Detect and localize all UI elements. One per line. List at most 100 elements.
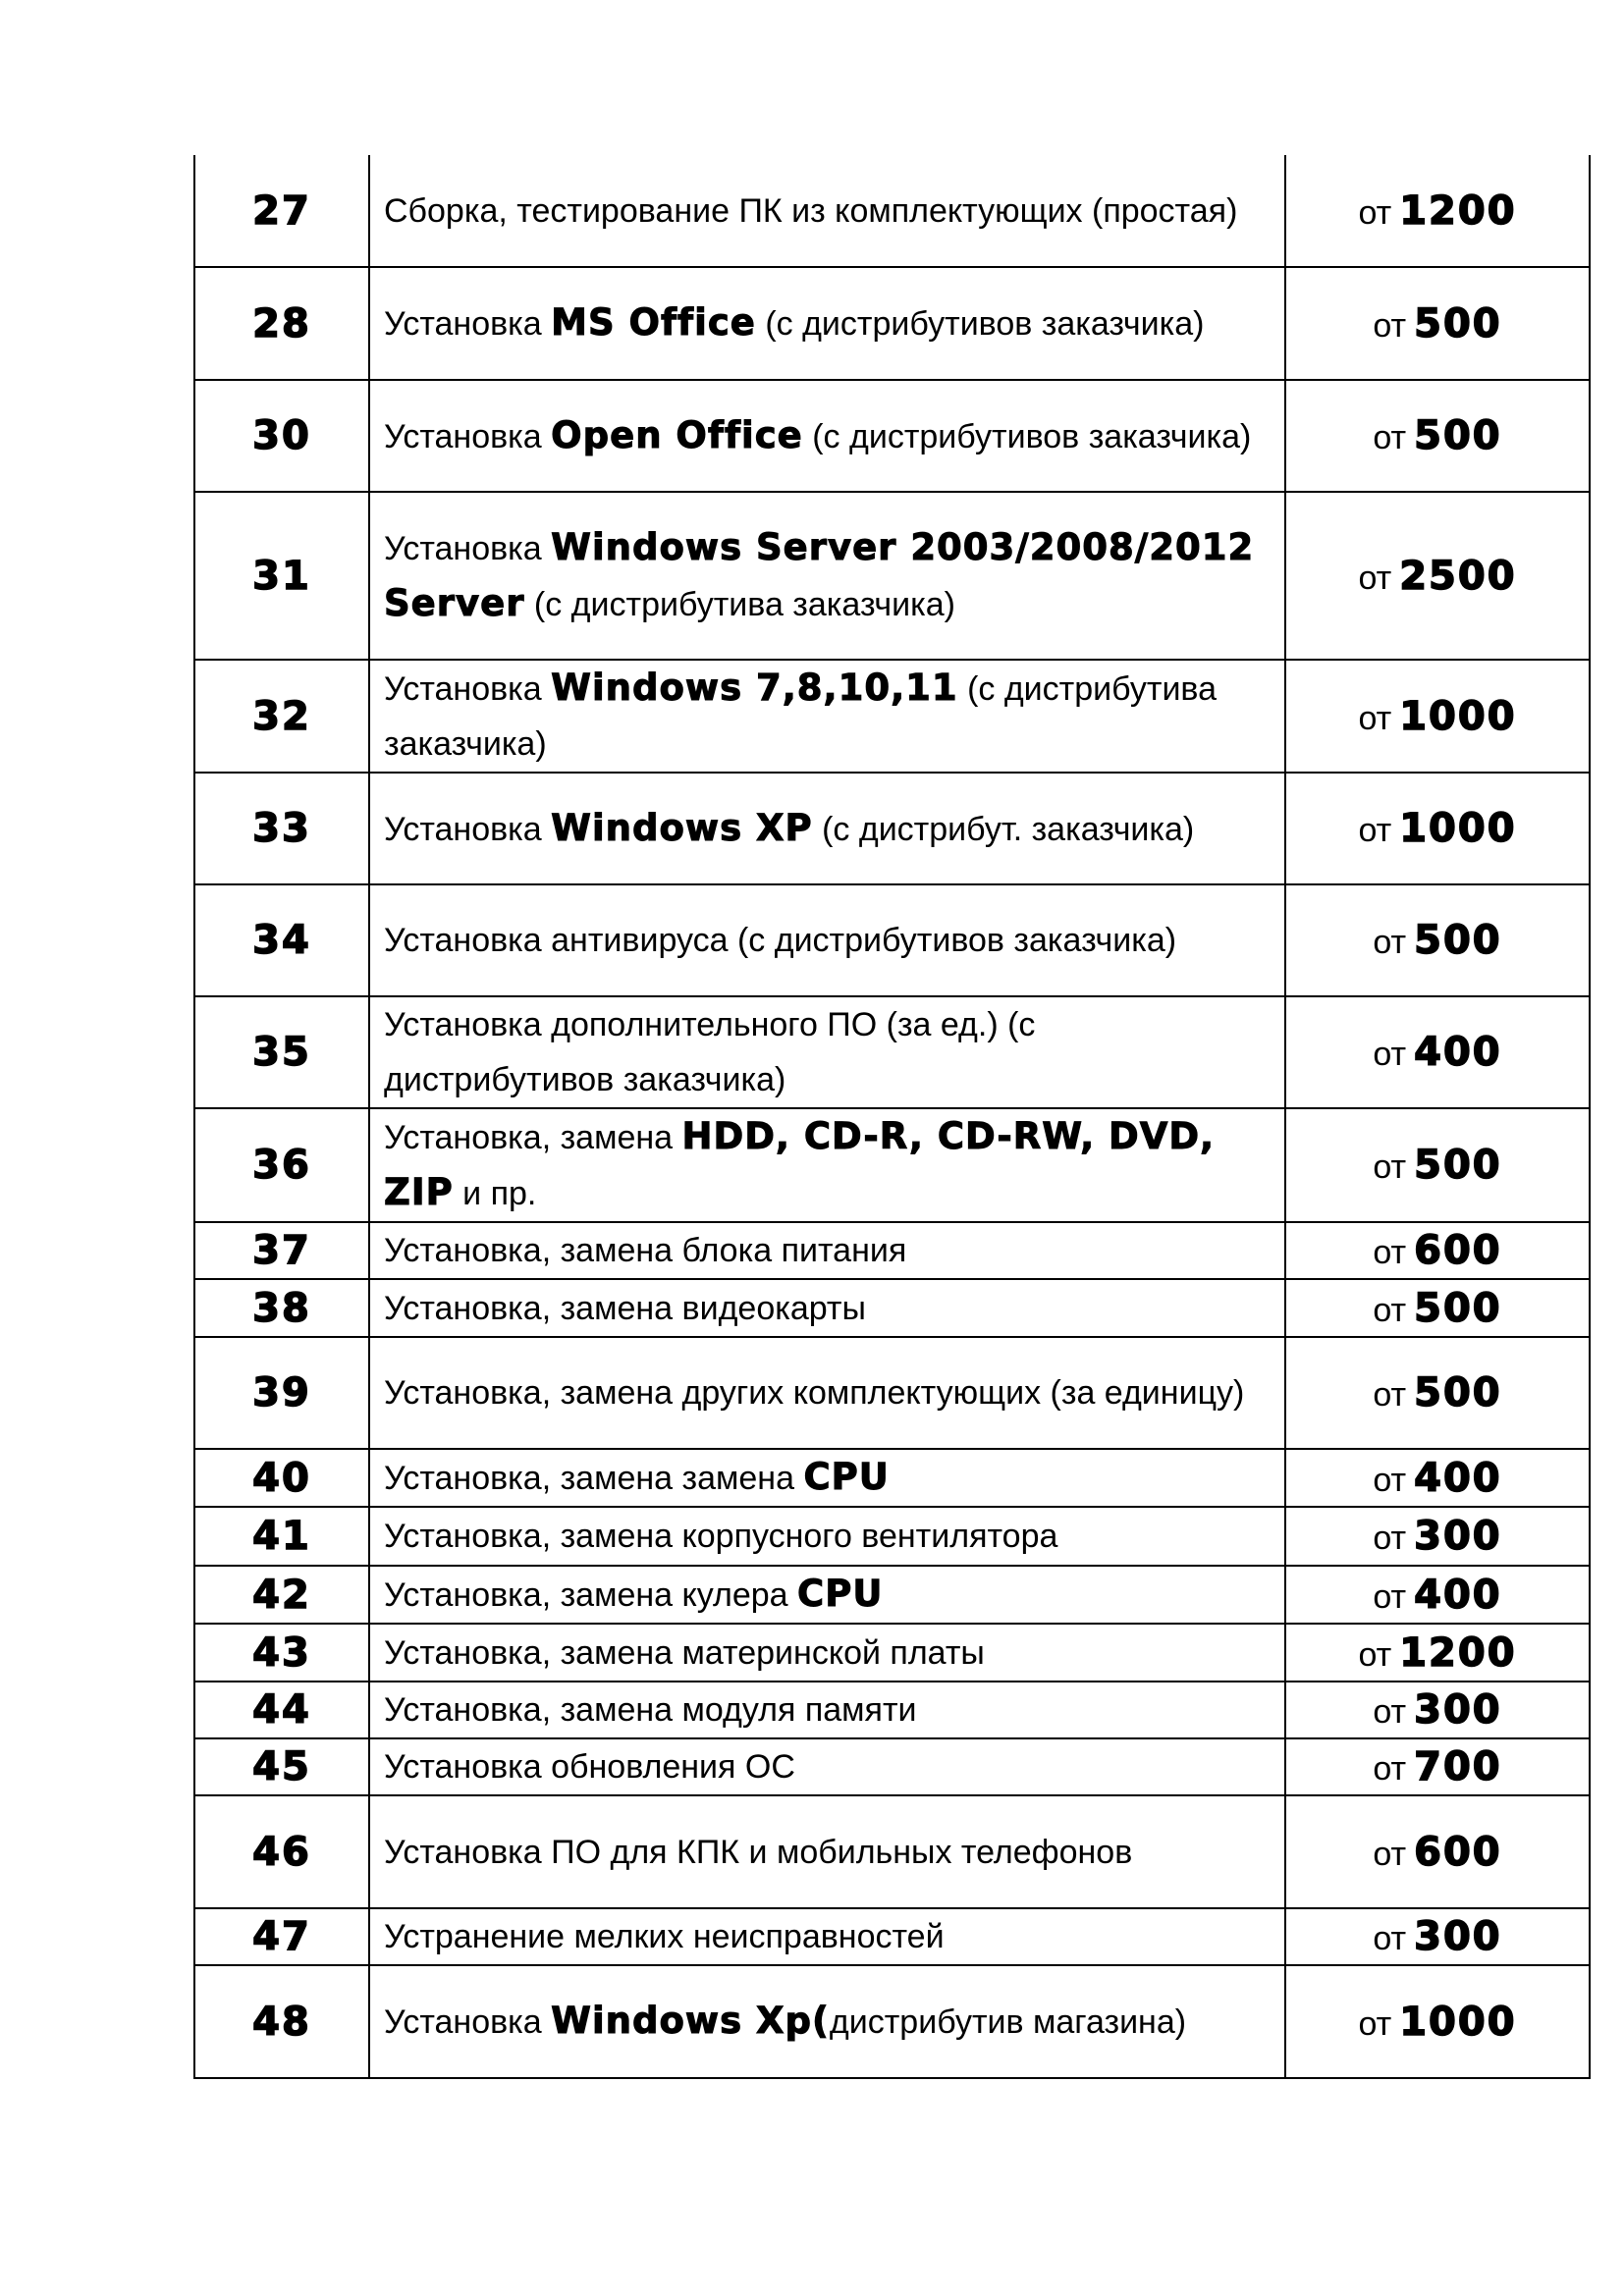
description-text: (с дистрибут. заказчика) [812,810,1195,848]
price-prefix: от [1373,1234,1407,1271]
service-price: от 400 [1284,995,1591,1109]
price-prefix: от [1358,699,1392,737]
row-number: 32 [193,659,370,774]
row-number: 31 [193,491,370,661]
description-text: Установка антивируса (с дистрибутивов за… [384,922,1177,959]
table-row: 33 Установка Windows XP (с дистрибут. зак… [193,772,1591,885]
row-number: 45 [193,1737,370,1796]
price-prefix: от [1358,1635,1392,1674]
table-row: 36 Установка, замена HDD, CD-R, CD-RW, DV… [193,1107,1591,1223]
service-price: от 700 [1284,1737,1591,1796]
row-number: 44 [193,1681,370,1739]
service-price: от 300 [1284,1907,1591,1966]
description-bold-term: Windows Xp( [551,2000,830,2043]
row-number: 33 [193,772,370,885]
service-description: Установка Windows Xp(дистрибутив магазин… [368,1964,1286,2079]
price-prefix: от [1373,419,1407,456]
service-price: от 400 [1284,1448,1591,1508]
price-prefix: от [1373,1291,1407,1329]
row-number: 40 [193,1448,370,1508]
row-number: 37 [193,1221,370,1280]
table-row: 48 Установка Windows Xp(дистрибутив магаз… [193,1964,1591,2079]
description-text: Установка [384,810,552,848]
description-text: дистрибутив магазина) [829,2003,1187,2041]
price-value: 1200 [1398,1629,1517,1677]
row-number: 35 [193,995,370,1109]
table-row: 38 Установка, замена видеокарты от 500 [193,1278,1591,1338]
service-price: от 1200 [1284,155,1591,268]
row-number: 47 [193,1907,370,1966]
price-prefix: от [1373,924,1407,961]
description-text: Установка дополнительного ПО (за ед.) (с… [384,1006,1036,1098]
price-value: 700 [1413,1743,1502,1790]
description-text: Установка [384,2003,552,2041]
description-text: (с дистрибутива заказчика) [384,670,1218,763]
price-value: 1000 [1398,693,1517,740]
table-row: 45 Установка обновления ОС от 700 [193,1737,1591,1796]
row-number: 43 [193,1623,370,1682]
row-number: 38 [193,1278,370,1338]
price-prefix: от [1358,193,1392,232]
description-bold-term: MS Office [551,301,756,345]
row-number: 46 [193,1794,370,1909]
service-description: Установка ПО для КПК и мобильных телефон… [368,1794,1286,1909]
description-bold-term: Windows Server 2003/2008/2012 Server [383,525,1255,624]
price-prefix: от [1373,1920,1407,1957]
description-text: Устранение мелких неисправностей [384,1918,945,1955]
service-description: Устранение мелких неисправностей [368,1907,1286,1966]
service-description: Установка дополнительного ПО (за ед.) (с… [368,995,1286,1109]
service-price: от 500 [1284,883,1591,997]
description-bold-term: HDD, CD-R, CD-RW, DVD, ZIP [383,1115,1216,1214]
service-description: Установка MS Office (с дистрибутивов зак… [368,266,1286,381]
row-number: 36 [193,1107,370,1223]
description-text: Установка, замена других комплектующих (… [384,1374,1245,1412]
description-bold-term: CPU [803,1456,890,1499]
price-value: 1000 [1398,1999,1517,2046]
price-value: 500 [1413,1285,1502,1332]
price-prefix: от [1373,306,1407,345]
price-table: 27 Сборка, тестирование ПК из комплектующ… [193,155,1591,2079]
price-prefix: от [1373,1577,1407,1616]
table-row: 34 Установка антивируса (с дистрибутивов … [193,883,1591,997]
row-number: 42 [193,1565,370,1625]
table-row: 31 Установка Windows Server 2003/2008/201… [193,491,1591,661]
price-value: 500 [1413,1369,1502,1416]
service-price: от 1200 [1284,1623,1591,1682]
row-number: 48 [193,1964,370,2079]
price-value: 400 [1413,1572,1502,1619]
service-price: от 600 [1284,1794,1591,1909]
price-prefix: от [1373,1461,1407,1499]
service-description: Сборка, тестирование ПК из комплектующих… [368,155,1286,268]
row-number: 39 [193,1336,370,1450]
service-description: Установка Windows 7,8,10,11 (с дистрибут… [368,659,1286,774]
service-description: Установка Windows Server 2003/2008/2012 … [368,491,1286,661]
description-text: Установка, замена материнской платы [384,1633,985,1672]
service-price: от 300 [1284,1681,1591,1739]
price-value: 600 [1413,1227,1502,1274]
price-prefix: от [1358,2004,1392,2043]
price-value: 300 [1413,1513,1502,1560]
service-price: от 500 [1284,266,1591,381]
description-bold-term: CPU [797,1573,884,1616]
description-text: Установка [384,417,552,455]
service-price: от 1000 [1284,772,1591,885]
table-row: 28 Установка MS Office (с дистрибутивов з… [193,266,1591,381]
service-description: Установка, замена кулера CPU [368,1565,1286,1625]
table-row: 32 Установка Windows 7,8,10,11 (с дистриб… [193,659,1591,774]
service-description: Установка, замена других комплектующих (… [368,1336,1286,1450]
row-number: 28 [193,266,370,381]
table-row: 47 Устранение мелких неисправностей от 300 [193,1907,1591,1966]
service-description: Установка обновления ОС [368,1737,1286,1796]
description-text: (с дистрибутивов заказчика) [755,305,1205,343]
table-row: 41 Установка, замена корпусного вентилято… [193,1506,1591,1567]
description-text: Установка, замена корпусного вентилятора [384,1518,1058,1555]
price-value: 500 [1413,917,1502,964]
description-text: Установка, замена блока питания [384,1232,907,1269]
price-value: 1200 [1398,187,1517,235]
description-text: Установка обновления ОС [384,1748,795,1786]
price-value: 400 [1413,1455,1502,1502]
price-prefix: от [1358,812,1392,849]
price-value: 600 [1413,1829,1502,1876]
service-description: Установка, замена материнской платы [368,1623,1286,1682]
price-value: 300 [1413,1913,1502,1960]
